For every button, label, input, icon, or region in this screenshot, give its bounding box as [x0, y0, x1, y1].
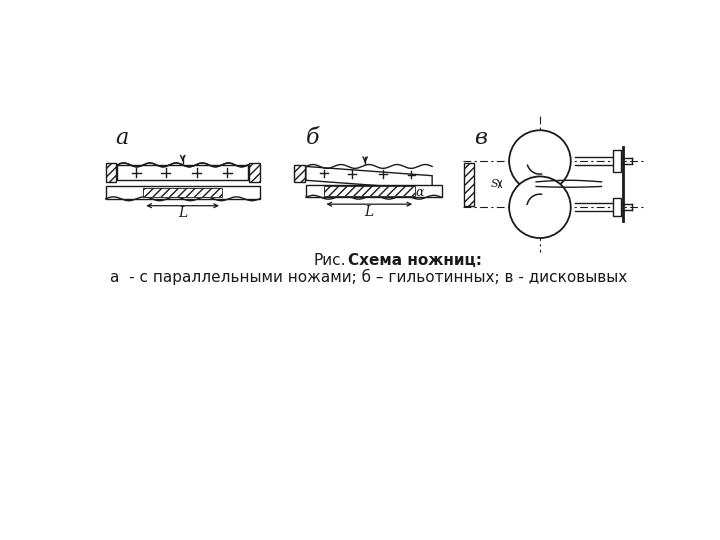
- Text: L: L: [364, 205, 374, 219]
- Bar: [323, 186, 415, 195]
- Text: S: S: [491, 179, 498, 189]
- Text: α: α: [415, 186, 423, 199]
- Bar: [613, 150, 621, 172]
- Bar: [106, 164, 117, 182]
- Bar: [323, 186, 415, 195]
- Text: а: а: [115, 127, 128, 150]
- Bar: [249, 164, 260, 182]
- Bar: [464, 163, 474, 206]
- Text: а  - с параллельными ножами; б – гильотинных; в - дисковывых: а - с параллельными ножами; б – гильотин…: [110, 269, 628, 285]
- Text: L: L: [178, 206, 187, 220]
- Bar: [106, 186, 260, 199]
- Bar: [294, 165, 305, 182]
- Text: Схема ножниц:: Схема ножниц:: [348, 253, 482, 268]
- Bar: [294, 165, 305, 182]
- Bar: [613, 198, 621, 217]
- Bar: [249, 164, 260, 182]
- Circle shape: [509, 177, 571, 238]
- Bar: [106, 164, 117, 182]
- Bar: [143, 188, 222, 197]
- Circle shape: [509, 130, 571, 192]
- Text: б: б: [306, 127, 320, 150]
- Polygon shape: [306, 166, 432, 190]
- Text: Рис.: Рис.: [313, 253, 346, 268]
- Text: в: в: [474, 127, 487, 150]
- Bar: [117, 165, 248, 180]
- Bar: [143, 188, 222, 197]
- Bar: [306, 185, 442, 197]
- Bar: [464, 163, 474, 206]
